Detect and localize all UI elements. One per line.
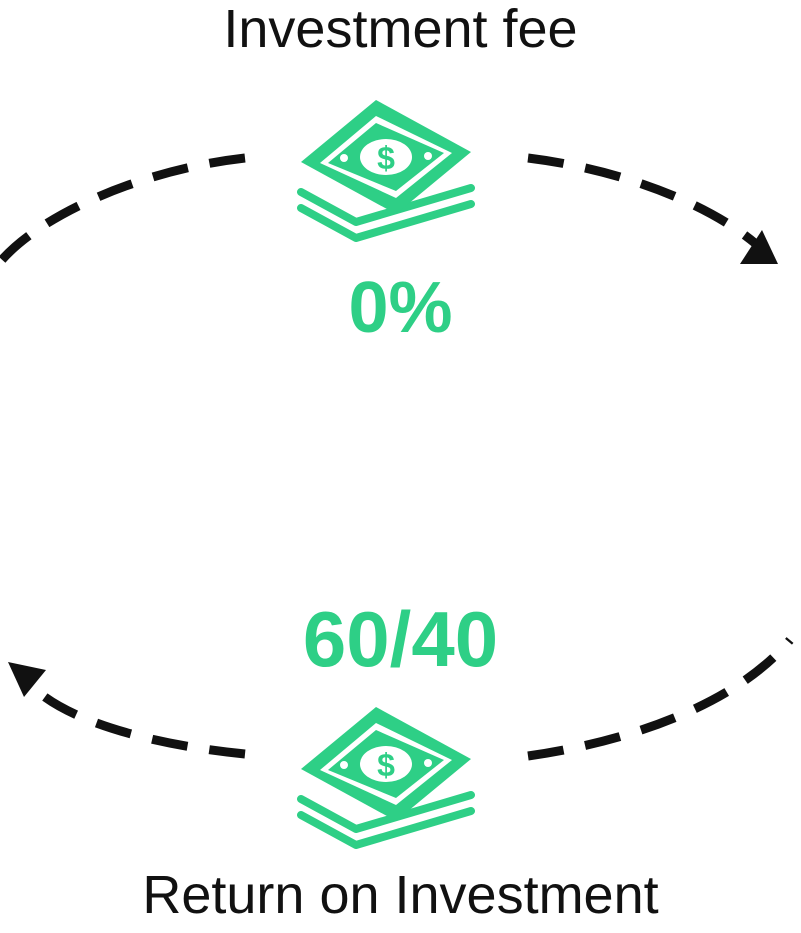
return-on-investment-value: 60/40 bbox=[302, 595, 499, 683]
top-money-stack-icon bbox=[301, 100, 471, 238]
top-left-dashed-arc bbox=[0, 153, 246, 265]
right-arrowhead-icon bbox=[740, 230, 778, 264]
investment-fee-value: 0% bbox=[348, 268, 453, 348]
bottom-money-stack-icon bbox=[301, 707, 471, 845]
bottom-left-dashed-arc bbox=[33, 686, 246, 759]
bottom-right-dashed-arc bbox=[527, 637, 794, 761]
top-right-dashed-arc bbox=[527, 153, 759, 248]
investment-fee-label: Investment fee bbox=[223, 0, 578, 59]
left-arrowhead-icon bbox=[8, 662, 46, 697]
return-on-investment-label: Return on Investment bbox=[142, 865, 659, 925]
